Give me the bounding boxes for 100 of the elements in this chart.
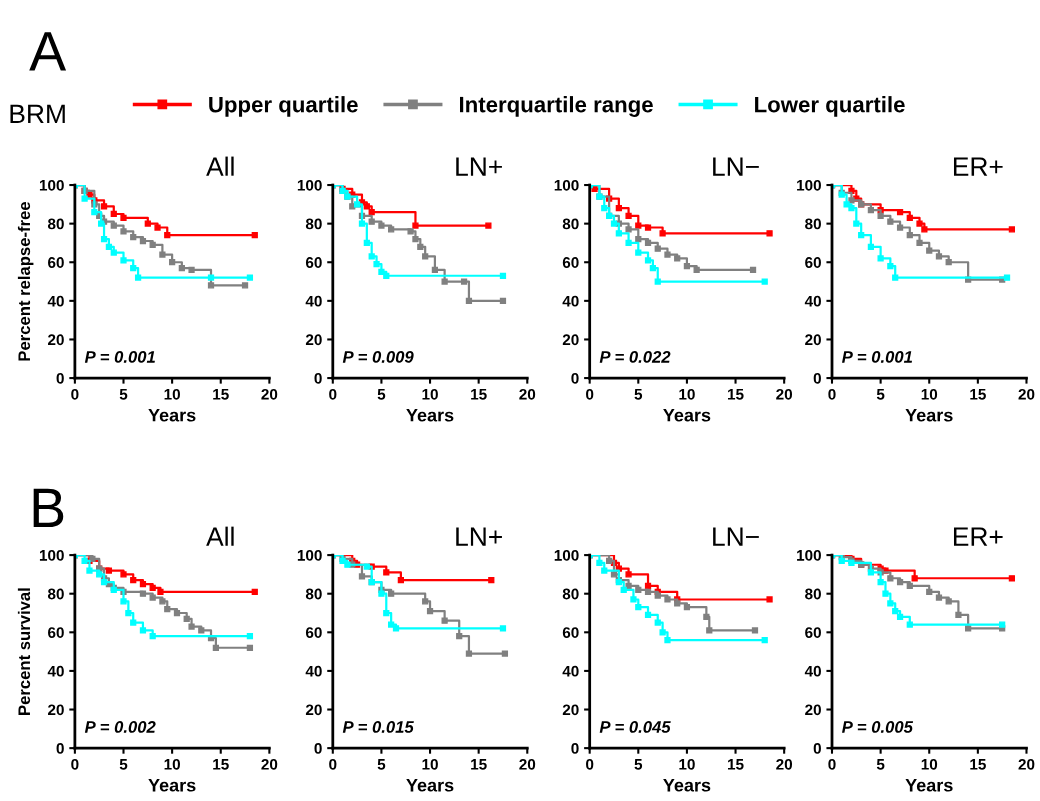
text: BRM — [10, 104, 65, 123]
y-tick-label: 80 — [305, 588, 322, 600]
y-axis-title: Percent relapse-free — [17, 201, 34, 361]
annotation: P = 0.045 — [599, 721, 671, 733]
annotation: P = 0.015 — [342, 721, 414, 733]
y-tick-label: 0 — [571, 743, 579, 754]
y-tick-label: 60 — [562, 257, 579, 268]
x-tick-label: 5 — [876, 389, 885, 400]
x-tick-label: 5 — [119, 389, 128, 400]
legend-label: Interquartile range — [459, 96, 653, 117]
x-tick-label: 0 — [828, 388, 836, 400]
y-tick-label: 80 — [305, 218, 322, 230]
y-tick-label: 60 — [805, 627, 821, 638]
x-tick-label: 15 — [728, 389, 744, 400]
x-tick-label: 15 — [471, 759, 487, 770]
y-tick-label: 0 — [314, 743, 322, 754]
y-tick-label: 40 — [562, 665, 579, 677]
x-tick-label: 10 — [921, 758, 938, 770]
x-tick-label: 5 — [377, 759, 386, 770]
y-tick-label: 80 — [805, 218, 821, 230]
y-tick-label: 0 — [813, 372, 821, 384]
chart-title: LN+ — [456, 157, 502, 176]
x-tick-label: 5 — [634, 389, 643, 400]
x-tick-label: 20 — [261, 388, 278, 400]
x-tick-label: 0 — [71, 388, 79, 400]
annotation: P = 0.009 — [342, 350, 414, 363]
y-tick-label: 20 — [48, 334, 64, 346]
x-tick-label: 20 — [519, 758, 536, 770]
annotation: P = 0.001 — [84, 350, 155, 363]
y-tick-label: 40 — [305, 665, 322, 677]
y-tick-label: 20 — [805, 704, 821, 716]
x-tick-label: 20 — [776, 758, 793, 770]
y-tick-label: 0 — [56, 372, 64, 384]
x-tick-label: 20 — [776, 388, 793, 400]
annotation: P = 0.022 — [599, 350, 671, 363]
y-tick-label: 40 — [562, 295, 579, 307]
y-tick-label: 40 — [47, 665, 64, 677]
x-tick-label: 10 — [422, 388, 438, 400]
y-tick-label: 0 — [314, 372, 322, 384]
text: B — [33, 488, 64, 528]
annotation: P = 0.001 — [842, 350, 913, 363]
y-tick-label: 20 — [48, 704, 64, 716]
x-tick-label: 0 — [329, 388, 337, 400]
y-tick-label: 60 — [305, 627, 322, 638]
y-tick-label: 20 — [305, 704, 322, 716]
text: A — [29, 32, 67, 71]
y-tick-label: 100 — [554, 549, 579, 561]
chart-title: LN− — [713, 527, 759, 546]
x-axis-title: Years — [905, 408, 953, 422]
x-tick-label: 15 — [471, 389, 487, 400]
x-axis-title: Years — [148, 779, 196, 792]
y-tick-label: 40 — [305, 295, 322, 307]
x-tick-label: 20 — [1018, 388, 1035, 400]
y-tick-label: 100 — [554, 179, 579, 191]
x-tick-label: 15 — [213, 389, 229, 400]
y-tick-label: 80 — [47, 588, 64, 600]
y-tick-label: 100 — [797, 179, 821, 191]
y-tick-label: 100 — [39, 549, 64, 561]
x-tick-label: 10 — [679, 388, 695, 400]
x-tick-label: 5 — [119, 759, 128, 770]
x-tick-label: 5 — [634, 759, 643, 770]
x-tick-label: 0 — [71, 758, 79, 770]
x-tick-label: 10 — [422, 758, 438, 770]
y-tick-label: 20 — [805, 334, 821, 346]
x-tick-label: 5 — [876, 759, 885, 770]
annotation: P = 0.002 — [84, 721, 156, 733]
y-tick-label: 80 — [805, 588, 821, 600]
y-tick-label: 60 — [562, 627, 579, 638]
y-tick-label: 0 — [56, 743, 64, 754]
y-tick-label: 40 — [47, 295, 64, 307]
y-tick-label: 0 — [571, 372, 579, 384]
y-tick-label: 100 — [797, 549, 821, 561]
chart-title: ER+ — [953, 527, 1003, 546]
y-tick-label: 60 — [805, 257, 821, 268]
y-tick-label: 0 — [813, 743, 821, 754]
chart-title: All — [206, 526, 234, 546]
y-tick-label: 40 — [804, 295, 821, 307]
y-tick-label: 20 — [562, 334, 579, 346]
x-tick-label: 20 — [519, 388, 536, 400]
y-tick-label: 20 — [305, 334, 322, 346]
x-tick-label: 5 — [377, 389, 386, 400]
chart-title: ER+ — [953, 157, 1003, 176]
x-tick-label: 0 — [329, 758, 337, 770]
x-tick-label: 10 — [679, 758, 695, 770]
y-tick-label: 80 — [562, 588, 579, 600]
y-tick-label: 80 — [562, 218, 579, 230]
x-axis-title: Years — [148, 408, 196, 422]
y-tick-label: 60 — [305, 257, 322, 268]
y-tick-label: 20 — [562, 704, 579, 716]
x-axis-title: Years — [905, 779, 953, 792]
y-tick-label: 100 — [297, 179, 322, 191]
y-tick-label: 40 — [804, 665, 821, 677]
y-tick-label: 80 — [47, 218, 64, 230]
x-axis-title: Years — [663, 779, 711, 792]
legend-label: Lower quartile — [755, 96, 905, 117]
y-tick-label: 100 — [297, 549, 322, 561]
x-tick-label: 15 — [213, 759, 229, 770]
x-tick-label: 0 — [828, 758, 836, 770]
x-tick-label: 15 — [728, 759, 744, 770]
annotation: P = 0.005 — [842, 721, 914, 733]
